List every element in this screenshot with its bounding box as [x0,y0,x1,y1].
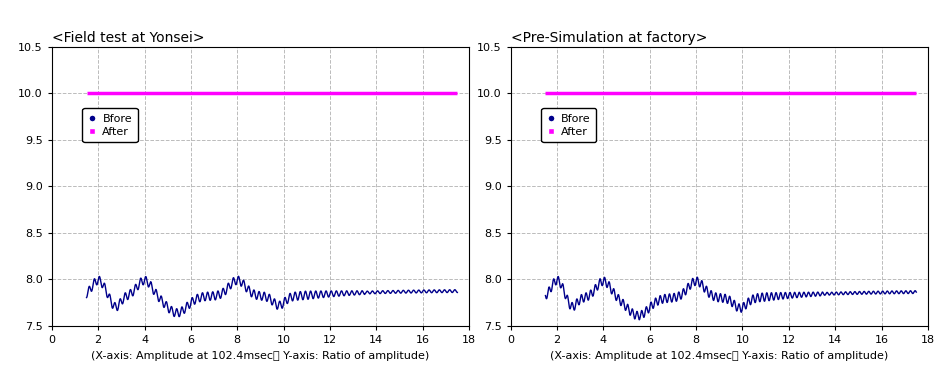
Text: <Field test at Yonsei>: <Field test at Yonsei> [52,31,204,45]
Text: <Pre-Simulation at factory>: <Pre-Simulation at factory> [511,31,707,45]
X-axis label: (X-axis: Amplitude at 102.4msec， Y-axis: Ratio of amplitude): (X-axis: Amplitude at 102.4msec， Y-axis:… [91,350,430,360]
Legend: Bfore, After: Bfore, After [82,108,138,142]
Legend: Bfore, After: Bfore, After [542,108,596,142]
X-axis label: (X-axis: Amplitude at 102.4msec， Y-axis: Ratio of amplitude): (X-axis: Amplitude at 102.4msec， Y-axis:… [550,350,888,360]
